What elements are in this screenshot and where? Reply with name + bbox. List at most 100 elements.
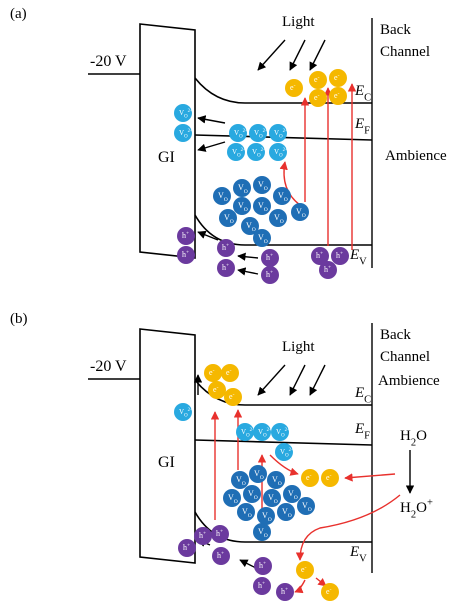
subscript: O bbox=[224, 197, 228, 203]
symbol: E bbox=[349, 544, 359, 560]
band-diagram: (a)-20 VGIBackChannelAmbienceLightECEFEV… bbox=[0, 0, 464, 601]
subscript: O bbox=[281, 433, 285, 438]
subscript: O bbox=[246, 433, 250, 438]
superscript: 2+ bbox=[283, 148, 288, 153]
transfer-arrow bbox=[238, 270, 258, 274]
superscript: + bbox=[270, 252, 273, 258]
label: Back bbox=[380, 22, 411, 38]
superscript: + bbox=[263, 560, 266, 566]
rest: O bbox=[416, 428, 427, 444]
symbol: E bbox=[354, 385, 364, 401]
superscript: - bbox=[330, 472, 332, 478]
formula: EF bbox=[354, 421, 370, 441]
gate-insulator bbox=[140, 329, 195, 563]
subscript: O bbox=[285, 453, 289, 458]
label: GI bbox=[158, 454, 175, 471]
superscript: 2+ bbox=[188, 129, 193, 134]
label: Ambience bbox=[378, 373, 440, 389]
label: Channel bbox=[380, 349, 430, 365]
subscript: O bbox=[252, 227, 256, 233]
subscript: O bbox=[308, 507, 312, 513]
superscript: 2+ bbox=[188, 408, 193, 413]
superscript: + bbox=[320, 250, 323, 256]
subscript: O bbox=[264, 186, 268, 192]
subscript: O bbox=[184, 134, 188, 139]
superscript: - bbox=[338, 90, 340, 96]
superscript: 2+ bbox=[243, 129, 248, 134]
superscript: 2+ bbox=[283, 129, 288, 134]
subscript: O bbox=[239, 134, 243, 139]
light-arrow bbox=[258, 365, 285, 395]
label: Ambience bbox=[385, 148, 447, 164]
subscript: O bbox=[280, 219, 284, 225]
subscript: O bbox=[244, 189, 248, 195]
superscript: + bbox=[226, 242, 229, 248]
subscript: O bbox=[288, 513, 292, 519]
symbol: E bbox=[354, 421, 364, 437]
light-arrow bbox=[258, 40, 285, 70]
superscript: + bbox=[187, 542, 190, 548]
formula: EF bbox=[354, 116, 370, 136]
superscript: + bbox=[186, 249, 189, 255]
transfer-arrow bbox=[198, 118, 225, 123]
superscript: + bbox=[328, 264, 331, 270]
subscript: O bbox=[278, 481, 282, 487]
light-arrow bbox=[290, 365, 305, 395]
subscript: O bbox=[254, 495, 258, 501]
subscript: O bbox=[264, 239, 268, 245]
subscript: O bbox=[248, 513, 252, 519]
subscript: C bbox=[364, 394, 371, 405]
capture-arrow bbox=[295, 580, 305, 592]
symbol: H bbox=[400, 428, 411, 444]
superscript: - bbox=[217, 384, 219, 390]
superscript: 2+ bbox=[241, 148, 246, 153]
superscript: - bbox=[213, 367, 215, 373]
label: GI bbox=[158, 149, 175, 166]
superscript: - bbox=[318, 74, 320, 80]
superscript: + bbox=[340, 250, 343, 256]
transfer-arrow bbox=[238, 256, 258, 258]
capture-arrow bbox=[316, 578, 326, 586]
formula: EC bbox=[354, 83, 371, 103]
label: (b) bbox=[10, 311, 28, 327]
water-label: H2O bbox=[400, 428, 427, 448]
formula: EV bbox=[349, 544, 367, 564]
superscript: + bbox=[221, 550, 224, 556]
subscript: O bbox=[264, 533, 268, 539]
superscript: + bbox=[270, 269, 273, 275]
subscript: O bbox=[279, 134, 283, 139]
superscript: + bbox=[262, 580, 265, 586]
subscript: O bbox=[184, 413, 188, 418]
subscript: F bbox=[364, 430, 370, 441]
subscript: O bbox=[284, 197, 288, 203]
subscript: O bbox=[263, 433, 267, 438]
superscript: - bbox=[318, 92, 320, 98]
subscript: O bbox=[268, 517, 272, 523]
symbol: E bbox=[349, 247, 359, 263]
subscript: O bbox=[230, 219, 234, 225]
subscript: O bbox=[274, 499, 278, 505]
subscript: O bbox=[237, 153, 241, 158]
superscript: - bbox=[230, 367, 232, 373]
subscript: O bbox=[242, 481, 246, 487]
transfer-arrow bbox=[198, 142, 225, 150]
label: Light bbox=[282, 339, 315, 355]
superscript: - bbox=[330, 586, 332, 592]
label: Channel bbox=[380, 44, 430, 60]
superscript: - bbox=[294, 82, 296, 88]
superscript: - bbox=[305, 564, 307, 570]
superscript: - bbox=[233, 391, 235, 397]
superscript: - bbox=[310, 472, 312, 478]
subscript: O bbox=[279, 153, 283, 158]
superscript: 2+ bbox=[285, 428, 290, 433]
subscript: O bbox=[234, 499, 238, 505]
subscript: C bbox=[364, 92, 371, 103]
light-arrow bbox=[290, 40, 305, 70]
label: -20 V bbox=[90, 358, 127, 375]
subscript: O bbox=[260, 475, 264, 481]
subscript: O bbox=[264, 207, 268, 213]
subscript: O bbox=[302, 213, 306, 219]
label: Light bbox=[282, 14, 315, 30]
superscript: 2+ bbox=[289, 448, 294, 453]
label: (a) bbox=[10, 6, 27, 22]
